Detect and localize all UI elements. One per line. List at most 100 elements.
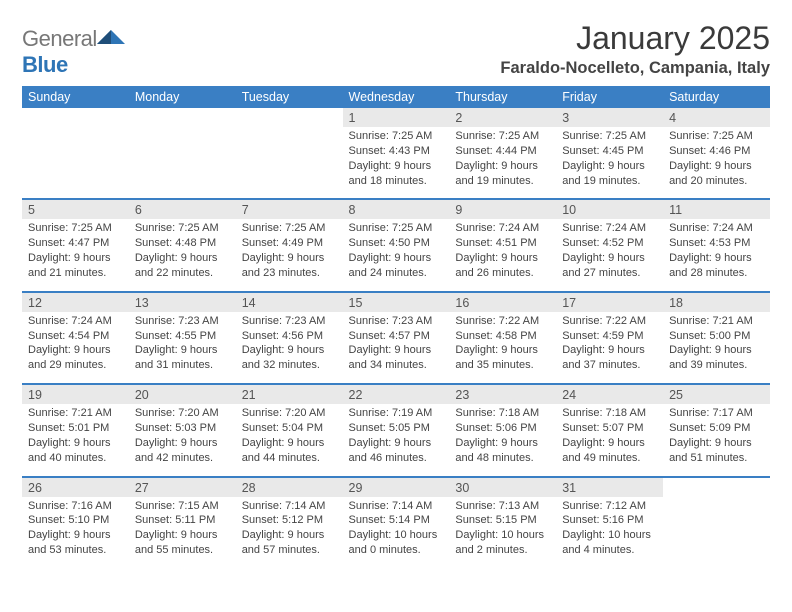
weekday-header: Tuesday: [236, 86, 343, 108]
daylight2-text: and 21 minutes.: [28, 266, 123, 281]
sunset-text: Sunset: 5:09 PM: [669, 421, 764, 436]
sunrise-text: Sunrise: 7:22 AM: [562, 314, 657, 329]
sunrise-text: Sunrise: 7:23 AM: [135, 314, 230, 329]
day-details: Sunrise: 7:18 AMSunset: 5:06 PMDaylight:…: [449, 404, 556, 476]
day-details: Sunrise: 7:25 AMSunset: 4:48 PMDaylight:…: [129, 219, 236, 291]
day-number: 27: [129, 477, 236, 497]
day-details: [22, 127, 129, 199]
detail-row: Sunrise: 7:16 AMSunset: 5:10 PMDaylight:…: [22, 497, 770, 568]
day-number: 16: [449, 292, 556, 312]
sunset-text: Sunset: 4:55 PM: [135, 329, 230, 344]
day-details: Sunrise: 7:12 AMSunset: 5:16 PMDaylight:…: [556, 497, 663, 568]
daylight2-text: and 49 minutes.: [562, 451, 657, 466]
daylight1-text: Daylight: 9 hours: [455, 251, 550, 266]
daylight1-text: Daylight: 9 hours: [349, 159, 444, 174]
daylight1-text: Daylight: 9 hours: [349, 251, 444, 266]
sunset-text: Sunset: 4:47 PM: [28, 236, 123, 251]
daylight1-text: Daylight: 9 hours: [28, 528, 123, 543]
day-details: Sunrise: 7:19 AMSunset: 5:05 PMDaylight:…: [343, 404, 450, 476]
daylight2-text: and 42 minutes.: [135, 451, 230, 466]
page-header: General Blue January 2025 Faraldo-Nocell…: [22, 20, 770, 78]
day-details: Sunrise: 7:24 AMSunset: 4:53 PMDaylight:…: [663, 219, 770, 291]
daynum-row: 567891011: [22, 199, 770, 219]
daylight1-text: Daylight: 9 hours: [349, 343, 444, 358]
sunrise-text: Sunrise: 7:25 AM: [349, 221, 444, 236]
daylight2-text: and 35 minutes.: [455, 358, 550, 373]
sunrise-text: Sunrise: 7:21 AM: [669, 314, 764, 329]
daylight1-text: Daylight: 9 hours: [562, 436, 657, 451]
day-number: 3: [556, 108, 663, 127]
day-details: Sunrise: 7:25 AMSunset: 4:50 PMDaylight:…: [343, 219, 450, 291]
day-number: 31: [556, 477, 663, 497]
sunrise-text: Sunrise: 7:25 AM: [669, 129, 764, 144]
sunrise-text: Sunrise: 7:15 AM: [135, 499, 230, 514]
daylight1-text: Daylight: 9 hours: [242, 436, 337, 451]
day-number: 22: [343, 384, 450, 404]
sunrise-text: Sunrise: 7:24 AM: [455, 221, 550, 236]
sunrise-text: Sunrise: 7:18 AM: [562, 406, 657, 421]
daylight2-text: and 29 minutes.: [28, 358, 123, 373]
daylight2-text: and 4 minutes.: [562, 543, 657, 558]
daylight2-text: and 44 minutes.: [242, 451, 337, 466]
day-number: 21: [236, 384, 343, 404]
day-number: 29: [343, 477, 450, 497]
daylight2-text: and 18 minutes.: [349, 174, 444, 189]
day-number: [22, 108, 129, 127]
day-details: Sunrise: 7:24 AMSunset: 4:54 PMDaylight:…: [22, 312, 129, 384]
daylight1-text: Daylight: 9 hours: [562, 159, 657, 174]
day-details: Sunrise: 7:22 AMSunset: 4:58 PMDaylight:…: [449, 312, 556, 384]
sunrise-text: Sunrise: 7:25 AM: [242, 221, 337, 236]
sunset-text: Sunset: 5:06 PM: [455, 421, 550, 436]
day-number: 9: [449, 199, 556, 219]
detail-row: Sunrise: 7:25 AMSunset: 4:43 PMDaylight:…: [22, 127, 770, 199]
daylight2-text: and 0 minutes.: [349, 543, 444, 558]
sunrise-text: Sunrise: 7:12 AM: [562, 499, 657, 514]
daylight2-text: and 51 minutes.: [669, 451, 764, 466]
sunset-text: Sunset: 5:11 PM: [135, 513, 230, 528]
sunset-text: Sunset: 5:10 PM: [28, 513, 123, 528]
day-details: Sunrise: 7:14 AMSunset: 5:12 PMDaylight:…: [236, 497, 343, 568]
daylight2-text: and 34 minutes.: [349, 358, 444, 373]
day-details: Sunrise: 7:20 AMSunset: 5:04 PMDaylight:…: [236, 404, 343, 476]
daylight1-text: Daylight: 10 hours: [455, 528, 550, 543]
sunrise-text: Sunrise: 7:14 AM: [242, 499, 337, 514]
sunset-text: Sunset: 4:53 PM: [669, 236, 764, 251]
day-details: Sunrise: 7:24 AMSunset: 4:52 PMDaylight:…: [556, 219, 663, 291]
sunrise-text: Sunrise: 7:24 AM: [669, 221, 764, 236]
day-details: Sunrise: 7:25 AMSunset: 4:44 PMDaylight:…: [449, 127, 556, 199]
sunrise-text: Sunrise: 7:21 AM: [28, 406, 123, 421]
sunrise-text: Sunrise: 7:23 AM: [349, 314, 444, 329]
daylight2-text: and 32 minutes.: [242, 358, 337, 373]
daylight1-text: Daylight: 9 hours: [669, 436, 764, 451]
location-subtitle: Faraldo-Nocelleto, Campania, Italy: [500, 59, 770, 78]
day-number: 2: [449, 108, 556, 127]
weekday-header-row: Sunday Monday Tuesday Wednesday Thursday…: [22, 86, 770, 108]
day-details: [236, 127, 343, 199]
sunset-text: Sunset: 5:12 PM: [242, 513, 337, 528]
month-title: January 2025: [500, 20, 770, 57]
sunset-text: Sunset: 5:01 PM: [28, 421, 123, 436]
weekday-header: Thursday: [449, 86, 556, 108]
day-details: Sunrise: 7:23 AMSunset: 4:56 PMDaylight:…: [236, 312, 343, 384]
daylight2-text: and 23 minutes.: [242, 266, 337, 281]
daylight2-text: and 19 minutes.: [455, 174, 550, 189]
daylight1-text: Daylight: 9 hours: [669, 251, 764, 266]
daylight1-text: Daylight: 9 hours: [28, 343, 123, 358]
brand-triangle-icon: [97, 26, 125, 46]
day-number: 6: [129, 199, 236, 219]
brand-part1: General: [22, 26, 97, 51]
daylight2-text: and 48 minutes.: [455, 451, 550, 466]
daylight2-text: and 57 minutes.: [242, 543, 337, 558]
sunrise-text: Sunrise: 7:18 AM: [455, 406, 550, 421]
day-details: Sunrise: 7:23 AMSunset: 4:57 PMDaylight:…: [343, 312, 450, 384]
daylight2-text: and 27 minutes.: [562, 266, 657, 281]
daynum-row: 1234: [22, 108, 770, 127]
daylight1-text: Daylight: 9 hours: [135, 528, 230, 543]
sunset-text: Sunset: 4:49 PM: [242, 236, 337, 251]
sunrise-text: Sunrise: 7:25 AM: [455, 129, 550, 144]
daylight1-text: Daylight: 9 hours: [242, 251, 337, 266]
daylight2-text: and 19 minutes.: [562, 174, 657, 189]
day-number: 4: [663, 108, 770, 127]
day-number: 7: [236, 199, 343, 219]
sunrise-text: Sunrise: 7:14 AM: [349, 499, 444, 514]
